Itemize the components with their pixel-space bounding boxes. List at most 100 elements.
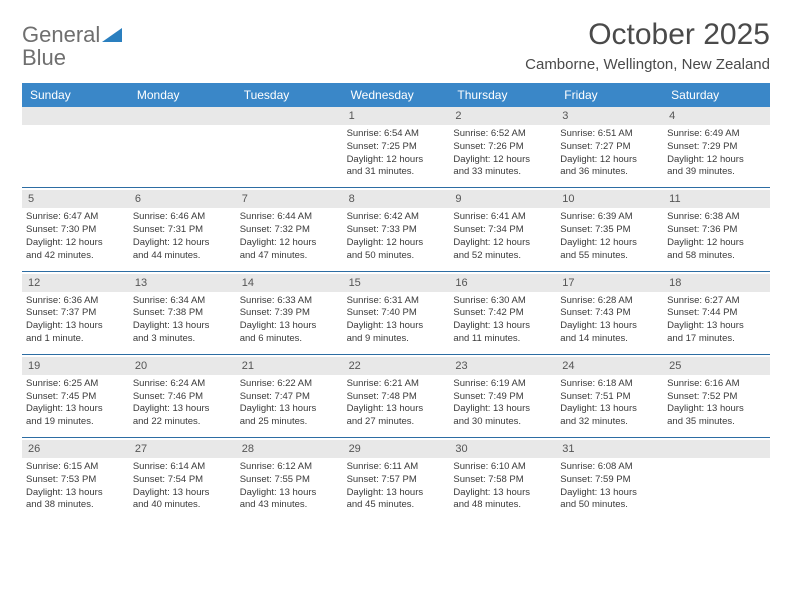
day-header-cell: Tuesday xyxy=(236,83,343,107)
day-sunrise: Sunrise: 6:15 AM xyxy=(26,461,125,474)
day-number: 4 xyxy=(663,107,770,125)
day-number xyxy=(22,107,129,125)
day-daylight1: Daylight: 13 hours xyxy=(347,487,446,500)
day-daylight1: Daylight: 13 hours xyxy=(560,487,659,500)
day-daylight2: and 1 minute. xyxy=(26,333,125,346)
day-info: Sunrise: 6:16 AMSunset: 7:52 PMDaylight:… xyxy=(667,378,766,429)
day-info: Sunrise: 6:19 AMSunset: 7:49 PMDaylight:… xyxy=(453,378,552,429)
day-header-cell: Saturday xyxy=(663,83,770,107)
day-sunset: Sunset: 7:25 PM xyxy=(347,141,446,154)
day-info: Sunrise: 6:31 AMSunset: 7:40 PMDaylight:… xyxy=(347,295,446,346)
day-cell: 21 Sunrise: 6:22 AMSunset: 7:47 PMDayligh… xyxy=(236,357,343,431)
day-daylight2: and 3 minutes. xyxy=(133,333,232,346)
day-sunrise: Sunrise: 6:42 AM xyxy=(347,211,446,224)
day-sunrise: Sunrise: 6:25 AM xyxy=(26,378,125,391)
day-cell: 29Sunrise: 6:11 AMSunset: 7:57 PMDayligh… xyxy=(343,440,450,514)
day-sunset: Sunset: 7:29 PM xyxy=(667,141,766,154)
day-info: Sunrise: 6:11 AMSunset: 7:57 PMDaylight:… xyxy=(347,461,446,512)
day-info: Sunrise: 6:36 AMSunset: 7:37 PMDaylight:… xyxy=(26,295,125,346)
day-daylight1: Daylight: 13 hours xyxy=(347,320,446,333)
week-row: 26Sunrise: 6:15 AMSunset: 7:53 PMDayligh… xyxy=(22,440,770,520)
day-daylight1: Daylight: 13 hours xyxy=(347,403,446,416)
day-daylight2: and 39 minutes. xyxy=(667,166,766,179)
day-daylight2: and 42 minutes. xyxy=(26,250,125,263)
day-daylight2: and 19 minutes. xyxy=(26,416,125,429)
day-number: 6 xyxy=(129,190,236,208)
day-cell: 18Sunrise: 6:27 AMSunset: 7:44 PMDayligh… xyxy=(663,274,770,348)
day-cell xyxy=(129,107,236,181)
day-sunrise: Sunrise: 6:30 AM xyxy=(453,295,552,308)
day-daylight2: and 44 minutes. xyxy=(133,250,232,263)
logo-word-1: General xyxy=(22,22,100,47)
day-sunrise: Sunrise: 6:52 AM xyxy=(453,128,552,141)
day-sunset: Sunset: 7:55 PM xyxy=(240,474,339,487)
day-number: 12 xyxy=(22,274,129,292)
day-sunrise: Sunrise: 6:28 AM xyxy=(560,295,659,308)
day-cell: 10Sunrise: 6:39 AMSunset: 7:35 PMDayligh… xyxy=(556,190,663,264)
day-daylight1: Daylight: 12 hours xyxy=(240,237,339,250)
day-info: Sunrise: 6:22 AMSunset: 7:47 PMDaylight:… xyxy=(240,378,339,429)
day-daylight2: and 22 minutes. xyxy=(133,416,232,429)
day-number: 13 xyxy=(129,274,236,292)
day-number xyxy=(663,440,770,458)
day-daylight1: Daylight: 12 hours xyxy=(347,154,446,167)
day-sunrise: Sunrise: 6:49 AM xyxy=(667,128,766,141)
day-sunrise: Sunrise: 6:36 AM xyxy=(26,295,125,308)
day-cell: 6Sunrise: 6:46 AMSunset: 7:31 PMDaylight… xyxy=(129,190,236,264)
day-cell: 11Sunrise: 6:38 AMSunset: 7:36 PMDayligh… xyxy=(663,190,770,264)
day-daylight1: Daylight: 13 hours xyxy=(26,403,125,416)
day-sunrise: Sunrise: 6:12 AM xyxy=(240,461,339,474)
day-daylight2: and 52 minutes. xyxy=(453,250,552,263)
day-daylight2: and 6 minutes. xyxy=(240,333,339,346)
day-sunset: Sunset: 7:45 PM xyxy=(26,391,125,404)
day-sunset: Sunset: 7:34 PM xyxy=(453,224,552,237)
day-daylight1: Daylight: 13 hours xyxy=(26,320,125,333)
day-sunset: Sunset: 7:35 PM xyxy=(560,224,659,237)
day-info: Sunrise: 6:25 AMSunset: 7:45 PMDaylight:… xyxy=(26,378,125,429)
day-sunrise: Sunrise: 6:21 AM xyxy=(347,378,446,391)
day-header-cell: Sunday xyxy=(22,83,129,107)
day-daylight2: and 11 minutes. xyxy=(453,333,552,346)
day-info: Sunrise: 6:08 AMSunset: 7:59 PMDaylight:… xyxy=(560,461,659,512)
day-number: 15 xyxy=(343,274,450,292)
title-block: October 2025 Camborne, Wellington, New Z… xyxy=(525,18,770,73)
day-info: Sunrise: 6:18 AMSunset: 7:51 PMDaylight:… xyxy=(560,378,659,429)
day-daylight1: Daylight: 13 hours xyxy=(240,487,339,500)
day-number: 18 xyxy=(663,274,770,292)
day-info: Sunrise: 6:33 AMSunset: 7:39 PMDaylight:… xyxy=(240,295,339,346)
day-sunset: Sunset: 7:37 PM xyxy=(26,307,125,320)
day-sunset: Sunset: 7:31 PM xyxy=(133,224,232,237)
day-cell: 20Sunrise: 6:24 AMSunset: 7:46 PMDayligh… xyxy=(129,357,236,431)
day-info: Sunrise: 6:14 AMSunset: 7:54 PMDaylight:… xyxy=(133,461,232,512)
day-header-row: SundayMondayTuesdayWednesdayThursdayFrid… xyxy=(22,83,770,107)
day-daylight1: Daylight: 12 hours xyxy=(453,237,552,250)
day-daylight2: and 45 minutes. xyxy=(347,499,446,512)
day-cell: 15 Sunrise: 6:31 AMSunset: 7:40 PMDayligh… xyxy=(343,274,450,348)
day-sunrise: Sunrise: 6:18 AM xyxy=(560,378,659,391)
month-title: October 2025 xyxy=(525,18,770,52)
day-daylight1: Daylight: 13 hours xyxy=(133,487,232,500)
day-number: 16 xyxy=(449,274,556,292)
day-daylight2: and 31 minutes. xyxy=(347,166,446,179)
day-daylight1: Daylight: 13 hours xyxy=(240,320,339,333)
day-cell: 27Sunrise: 6:14 AMSunset: 7:54 PMDayligh… xyxy=(129,440,236,514)
day-daylight1: Daylight: 13 hours xyxy=(453,487,552,500)
day-number: 22 xyxy=(343,357,450,375)
day-cell: 13Sunrise: 6:34 AMSunset: 7:38 PMDayligh… xyxy=(129,274,236,348)
day-cell: 8Sunrise: 6:42 AMSunset: 7:33 PMDaylight… xyxy=(343,190,450,264)
day-sunrise: Sunrise: 6:46 AM xyxy=(133,211,232,224)
day-cell: 3Sunrise: 6:51 AMSunset: 7:27 PMDaylight… xyxy=(556,107,663,181)
day-cell: 26Sunrise: 6:15 AMSunset: 7:53 PMDayligh… xyxy=(22,440,129,514)
day-sunrise: Sunrise: 6:31 AM xyxy=(347,295,446,308)
day-sunset: Sunset: 7:43 PM xyxy=(560,307,659,320)
day-daylight1: Daylight: 12 hours xyxy=(26,237,125,250)
day-sunset: Sunset: 7:38 PM xyxy=(133,307,232,320)
day-sunset: Sunset: 7:47 PM xyxy=(240,391,339,404)
day-daylight1: Daylight: 13 hours xyxy=(560,403,659,416)
day-number: 21 xyxy=(236,357,343,375)
day-cell: 28Sunrise: 6:12 AMSunset: 7:55 PMDayligh… xyxy=(236,440,343,514)
day-info: Sunrise: 6:52 AMSunset: 7:26 PMDaylight:… xyxy=(453,128,552,179)
logo-word-2: Blue xyxy=(22,45,66,70)
day-sunset: Sunset: 7:59 PM xyxy=(560,474,659,487)
day-cell: 24Sunrise: 6:18 AMSunset: 7:51 PMDayligh… xyxy=(556,357,663,431)
